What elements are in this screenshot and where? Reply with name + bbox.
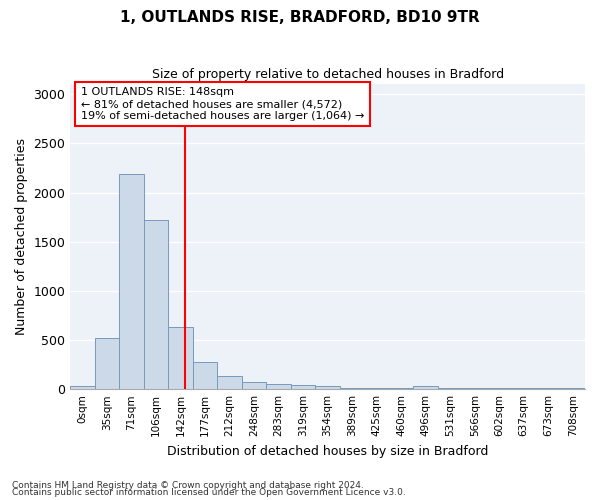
Bar xyxy=(560,388,585,389)
Text: 1 OUTLANDS RISE: 148sqm
← 81% of detached houses are smaller (4,572)
19% of semi: 1 OUTLANDS RISE: 148sqm ← 81% of detache… xyxy=(80,88,364,120)
Bar xyxy=(169,328,193,389)
Bar xyxy=(217,376,242,389)
Title: Size of property relative to detached houses in Bradford: Size of property relative to detached ho… xyxy=(152,68,504,80)
Bar xyxy=(291,385,316,389)
Bar xyxy=(193,362,217,389)
Bar xyxy=(364,388,389,389)
Bar xyxy=(511,388,536,389)
Bar xyxy=(413,386,438,389)
Bar xyxy=(463,388,487,389)
X-axis label: Distribution of detached houses by size in Bradford: Distribution of detached houses by size … xyxy=(167,444,488,458)
Y-axis label: Number of detached properties: Number of detached properties xyxy=(15,138,28,336)
Bar xyxy=(95,338,119,389)
Bar xyxy=(536,388,560,389)
Text: Contains HM Land Registry data © Crown copyright and database right 2024.: Contains HM Land Registry data © Crown c… xyxy=(12,480,364,490)
Text: 1, OUTLANDS RISE, BRADFORD, BD10 9TR: 1, OUTLANDS RISE, BRADFORD, BD10 9TR xyxy=(120,10,480,25)
Bar xyxy=(70,386,95,389)
Bar xyxy=(266,384,291,389)
Text: Contains public sector information licensed under the Open Government Licence v3: Contains public sector information licen… xyxy=(12,488,406,497)
Bar xyxy=(242,382,266,389)
Bar xyxy=(316,386,340,389)
Bar xyxy=(340,388,364,389)
Bar xyxy=(438,388,463,389)
Bar xyxy=(487,388,511,389)
Bar xyxy=(119,174,144,389)
Bar xyxy=(389,388,413,389)
Bar xyxy=(144,220,169,389)
